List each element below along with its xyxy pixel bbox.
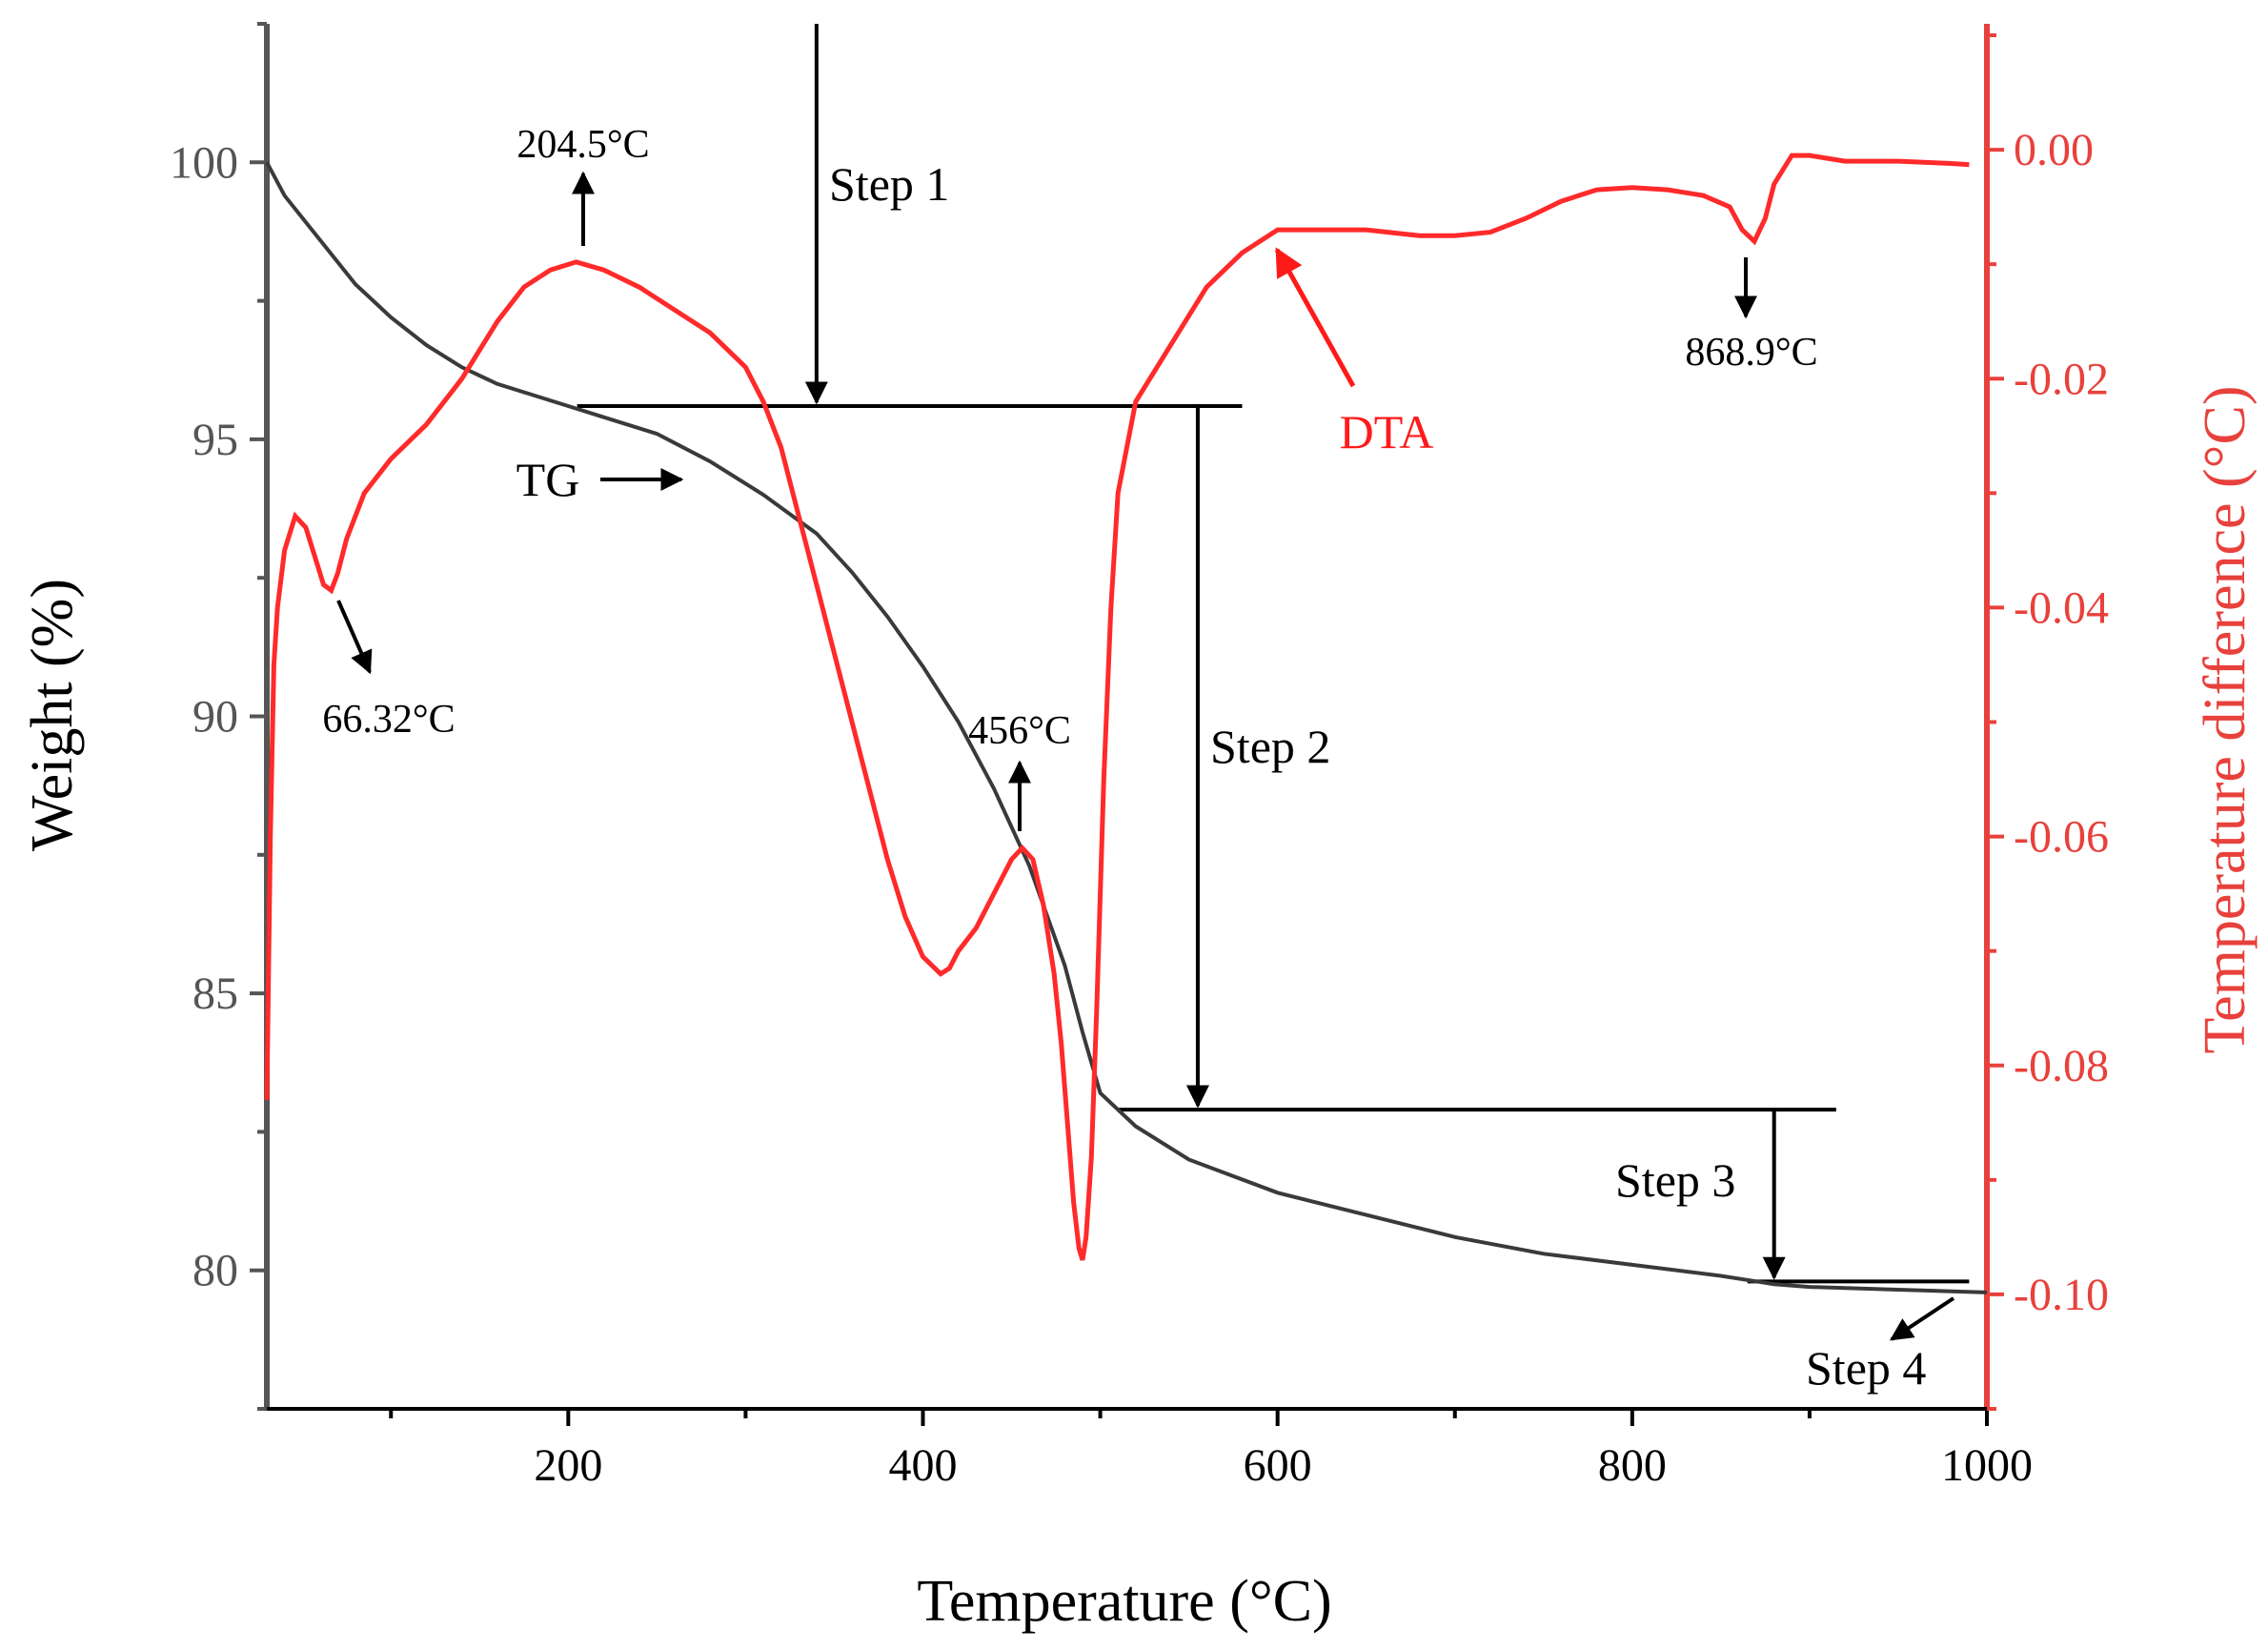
annotation-peak-204: 204.5°C xyxy=(516,123,649,167)
dta-series-line xyxy=(264,153,1970,1261)
x-tick-label: 1000 xyxy=(1941,1440,2033,1491)
x-tick-label: 400 xyxy=(889,1440,958,1491)
arrow-peak-66 xyxy=(336,600,373,675)
annotation-tg-label: TG xyxy=(516,453,580,506)
right-y-tick-label: 0.00 xyxy=(2014,125,2094,175)
left-y-tick-label: 80 xyxy=(192,1246,238,1296)
annotation-peak-456: 456°C xyxy=(968,709,1071,753)
annotation-dta-label: DTA xyxy=(1340,405,1434,458)
axis-tick-labels: 200 400 600 800 1000 80 85 90 95 100 0.00 -0.02 -0.0… xyxy=(170,125,2109,1491)
annotation-peak-66: 66.32°C xyxy=(322,698,455,742)
arrow-step4 xyxy=(1889,1296,1955,1341)
left-y-tick-label: 90 xyxy=(192,692,238,743)
right-y-tick-label: -0.10 xyxy=(2014,1270,2109,1320)
x-tick-label: 800 xyxy=(1598,1440,1667,1491)
annotation-peak-868: 868.9°C xyxy=(1685,331,1817,375)
left-y-tick-label: 95 xyxy=(192,415,238,465)
right-y-tick-label: -0.04 xyxy=(2014,582,2109,633)
right-y-tick-label: -0.08 xyxy=(2014,1041,2109,1091)
annotation-step3: Step 3 xyxy=(1615,1153,1735,1207)
arrow-dta-label xyxy=(1274,247,1356,388)
x-tick-label: 200 xyxy=(534,1440,602,1491)
right-y-axis-title: Temperature difference (°C) xyxy=(2193,386,2258,1054)
annotations: 204.5°C 66.32°C 456°C 868.9°C TG DTA Ste… xyxy=(322,123,1955,1395)
x-tick-label: 600 xyxy=(1244,1440,1312,1491)
axis-ticks xyxy=(250,22,2004,1426)
left-y-tick-label: 85 xyxy=(192,968,238,1019)
annotation-step2: Step 2 xyxy=(1210,720,1330,773)
annotation-step4: Step 4 xyxy=(1806,1341,1926,1395)
x-axis-title: Temperature (°C) xyxy=(917,1569,1331,1634)
step-markers xyxy=(577,24,1970,1284)
tg-series-line xyxy=(265,161,1988,1294)
left-y-tick-label: 100 xyxy=(170,137,238,188)
left-y-axis-title: Weight (%) xyxy=(20,579,85,851)
right-y-tick-label: -0.06 xyxy=(2014,812,2109,863)
right-y-tick-label: -0.02 xyxy=(2014,354,2109,404)
annotation-step1: Step 1 xyxy=(829,157,949,211)
